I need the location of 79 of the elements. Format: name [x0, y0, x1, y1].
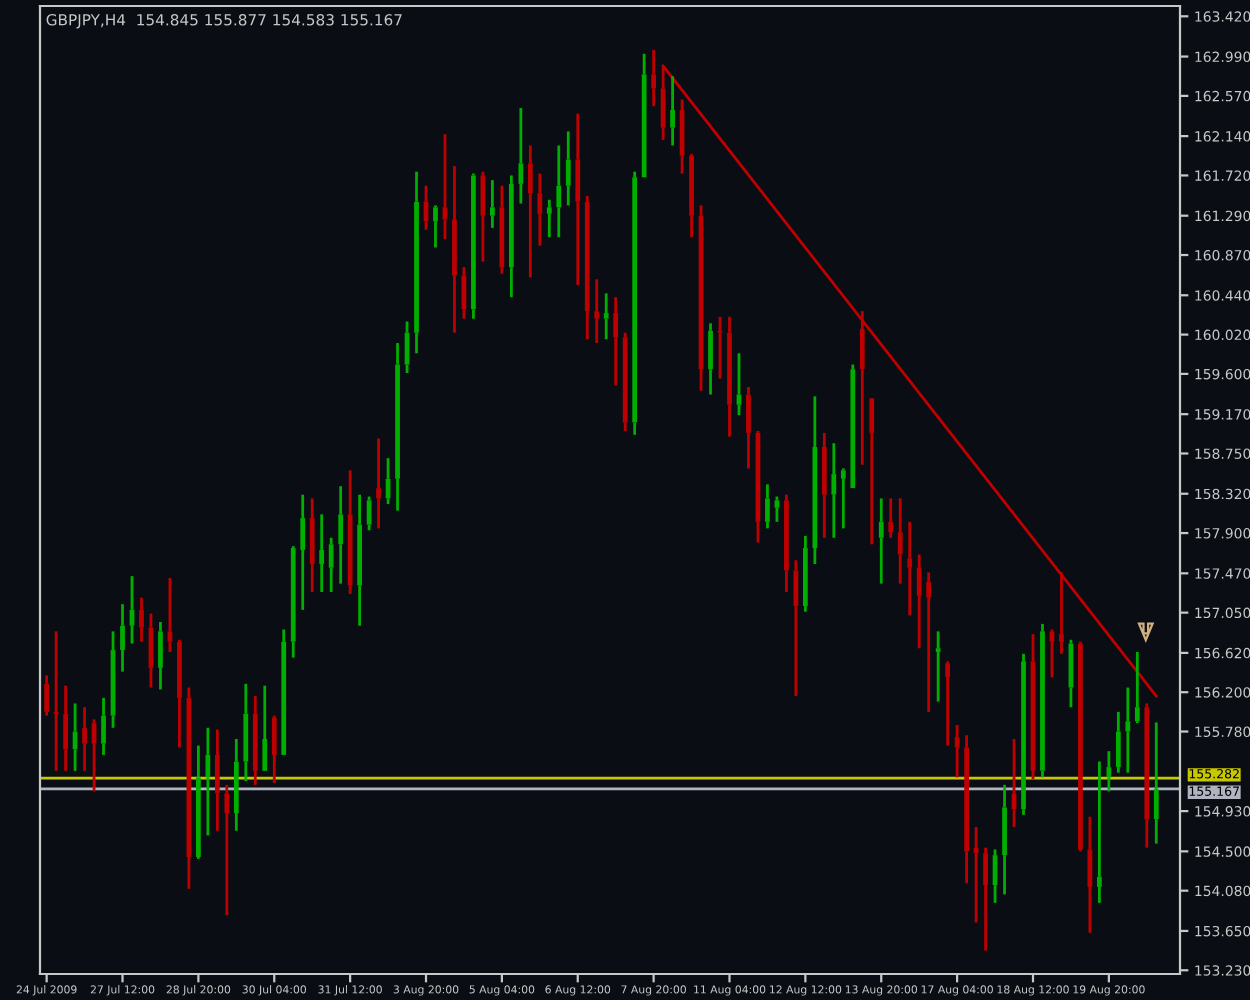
candlestick [746, 385, 751, 470]
candlestick [290, 544, 296, 659]
candlestick [44, 673, 50, 718]
candlestick [803, 534, 808, 614]
candlestick [878, 497, 884, 586]
candlestick [243, 682, 249, 783]
candlestick [1153, 721, 1159, 845]
candlestick [347, 468, 353, 596]
candlestick [433, 204, 438, 249]
candlestick [1115, 710, 1121, 775]
candlestick [1125, 686, 1131, 775]
candlestick [964, 733, 969, 885]
candlestick [376, 437, 381, 530]
candlestick [821, 431, 827, 540]
candlestick [158, 620, 163, 691]
candlestick [859, 309, 865, 467]
candlestick [205, 726, 211, 837]
candlestick [233, 737, 239, 833]
candlestick [556, 144, 562, 239]
candlestick [395, 341, 400, 512]
candlestick [1021, 652, 1026, 817]
candlestick [490, 178, 495, 230]
candlestick [594, 277, 600, 345]
candlestick [603, 292, 609, 341]
candlestick [1002, 783, 1007, 896]
candlestick [983, 846, 988, 952]
candlestick [328, 536, 334, 594]
candlestick [584, 194, 590, 341]
candlestick [888, 497, 894, 540]
candlestick [651, 48, 656, 108]
candlestick [1144, 702, 1150, 850]
candlestick [518, 106, 524, 205]
candlestick [252, 694, 258, 787]
candlestick [622, 331, 628, 433]
candlestick [689, 152, 694, 239]
candlestick [916, 553, 922, 650]
candlestick [101, 696, 106, 757]
candlestick [565, 130, 571, 207]
candlestick [1097, 760, 1102, 905]
candlestick [82, 705, 87, 773]
candlestick [338, 484, 344, 586]
candlestick [177, 638, 182, 749]
candlestick [357, 493, 362, 628]
candlestick [784, 493, 789, 594]
candlestick [309, 497, 315, 594]
candlestick [670, 74, 675, 147]
candlestick [1078, 640, 1083, 853]
candlestick [945, 659, 951, 747]
candlestick [812, 394, 818, 566]
candlestick [831, 441, 837, 540]
candlestick [214, 728, 220, 833]
candlestick [224, 783, 230, 917]
candlestick [907, 520, 913, 617]
candlestick [727, 315, 732, 439]
candlestick [300, 493, 306, 612]
candlestick [926, 570, 932, 714]
candlestick [120, 602, 125, 674]
candlestick [527, 144, 533, 279]
candlestick [414, 170, 419, 355]
candlestick [765, 482, 770, 530]
candlestick [508, 174, 514, 299]
candlestick [319, 512, 325, 594]
candlestick [632, 170, 638, 437]
candlestick [139, 596, 144, 644]
candlestick [897, 497, 903, 586]
candlestick [613, 295, 619, 387]
candlestick [546, 198, 552, 239]
candlestick [1059, 570, 1064, 656]
candlestick [63, 684, 68, 773]
candlestick [840, 467, 846, 530]
candlestick [452, 164, 457, 335]
candlestick [935, 629, 941, 703]
candlestick [1106, 749, 1112, 793]
candlestick [575, 112, 581, 287]
candlestick [1134, 650, 1140, 725]
candlestick [708, 321, 713, 396]
candlestick [196, 744, 201, 861]
candlestick [537, 172, 543, 248]
candlestick [1040, 622, 1045, 779]
